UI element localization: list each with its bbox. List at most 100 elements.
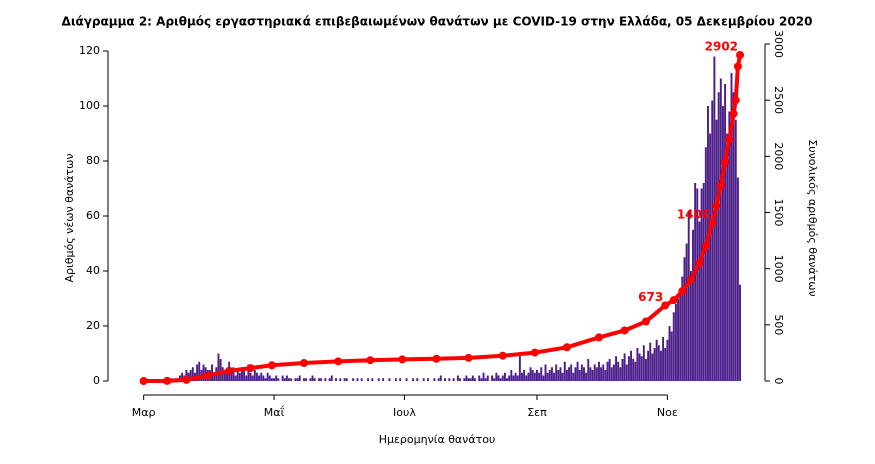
bar	[243, 370, 246, 381]
bar	[645, 359, 647, 381]
bar	[553, 372, 556, 381]
bar	[606, 361, 609, 381]
y-tick-label: 100	[79, 99, 100, 112]
bar	[615, 356, 618, 381]
chart-title: Διάγραμμα 2: Αριθμός εργαστηριακά επιβεβ…	[62, 15, 813, 29]
y2-tick-label: 3000	[772, 30, 785, 58]
bar	[275, 375, 278, 381]
bar	[574, 367, 577, 381]
bar	[399, 378, 402, 381]
bar	[651, 353, 654, 381]
bar	[533, 372, 536, 381]
point	[225, 366, 234, 375]
x-tick-label: Μαΐ	[264, 405, 285, 419]
bar	[185, 370, 188, 381]
bar	[506, 378, 509, 381]
y-axis-label: Αριθμός νέων θανάτων	[63, 154, 76, 283]
bar	[253, 370, 256, 381]
bar	[563, 361, 566, 381]
bar	[565, 370, 568, 381]
bar	[508, 375, 511, 381]
bar	[226, 370, 228, 381]
point	[731, 96, 740, 105]
point	[366, 356, 375, 365]
bar	[595, 367, 598, 381]
bar	[736, 177, 739, 381]
point	[733, 62, 742, 71]
bar	[270, 378, 273, 381]
bar	[198, 361, 201, 381]
y-tick-label: 20	[86, 319, 100, 332]
bar	[247, 364, 250, 381]
x-tick-label: Σεπ	[527, 406, 547, 419]
bar	[255, 372, 258, 381]
point	[708, 219, 717, 228]
bar	[467, 378, 470, 381]
bar	[662, 337, 665, 381]
point	[432, 354, 441, 363]
bar	[668, 326, 671, 381]
bar	[495, 372, 498, 381]
point	[334, 357, 343, 366]
point	[686, 275, 695, 284]
bar	[273, 378, 276, 381]
point	[182, 375, 191, 384]
x-tick-label: Ιουλ	[393, 406, 416, 419]
bar	[679, 290, 682, 381]
bar	[544, 364, 547, 381]
bar	[619, 367, 622, 381]
point	[163, 376, 172, 385]
point	[246, 364, 255, 373]
bar	[313, 378, 316, 381]
bar	[444, 378, 447, 381]
bar	[721, 106, 724, 381]
bar	[290, 378, 293, 381]
bar	[480, 378, 483, 381]
bar	[717, 92, 720, 381]
bar	[681, 276, 684, 381]
bar	[394, 378, 397, 381]
bar	[501, 375, 504, 381]
bar	[521, 372, 523, 381]
bar	[352, 378, 355, 381]
bar	[677, 298, 680, 381]
bar	[640, 356, 643, 381]
bar	[268, 375, 271, 381]
bar	[202, 364, 205, 381]
bar	[377, 378, 380, 381]
bar	[251, 375, 254, 381]
bar	[540, 367, 543, 381]
point	[498, 351, 507, 360]
point	[620, 326, 629, 335]
bar	[484, 378, 487, 381]
bar	[523, 370, 526, 381]
bar	[557, 370, 560, 381]
x-tick-label: Μαρ	[132, 406, 156, 419]
bar	[181, 372, 184, 381]
bar	[664, 348, 667, 381]
bar	[459, 378, 461, 381]
bar	[320, 378, 323, 381]
y2-tick-label: 500	[772, 314, 785, 335]
bar	[283, 378, 286, 381]
point	[267, 361, 276, 370]
bar	[382, 378, 385, 381]
bar	[642, 345, 645, 381]
point	[562, 343, 571, 352]
bar	[412, 378, 414, 381]
bar	[559, 367, 562, 381]
bar	[330, 375, 333, 381]
bar	[262, 375, 265, 381]
bar	[632, 359, 635, 381]
bar	[666, 339, 669, 381]
bar	[696, 188, 699, 381]
bar	[388, 378, 391, 381]
bar	[623, 353, 626, 381]
bar	[702, 183, 705, 381]
point	[716, 181, 725, 190]
bar	[309, 378, 312, 381]
point	[641, 317, 650, 326]
bar	[634, 361, 637, 381]
bar	[343, 378, 346, 381]
bar	[659, 350, 662, 381]
